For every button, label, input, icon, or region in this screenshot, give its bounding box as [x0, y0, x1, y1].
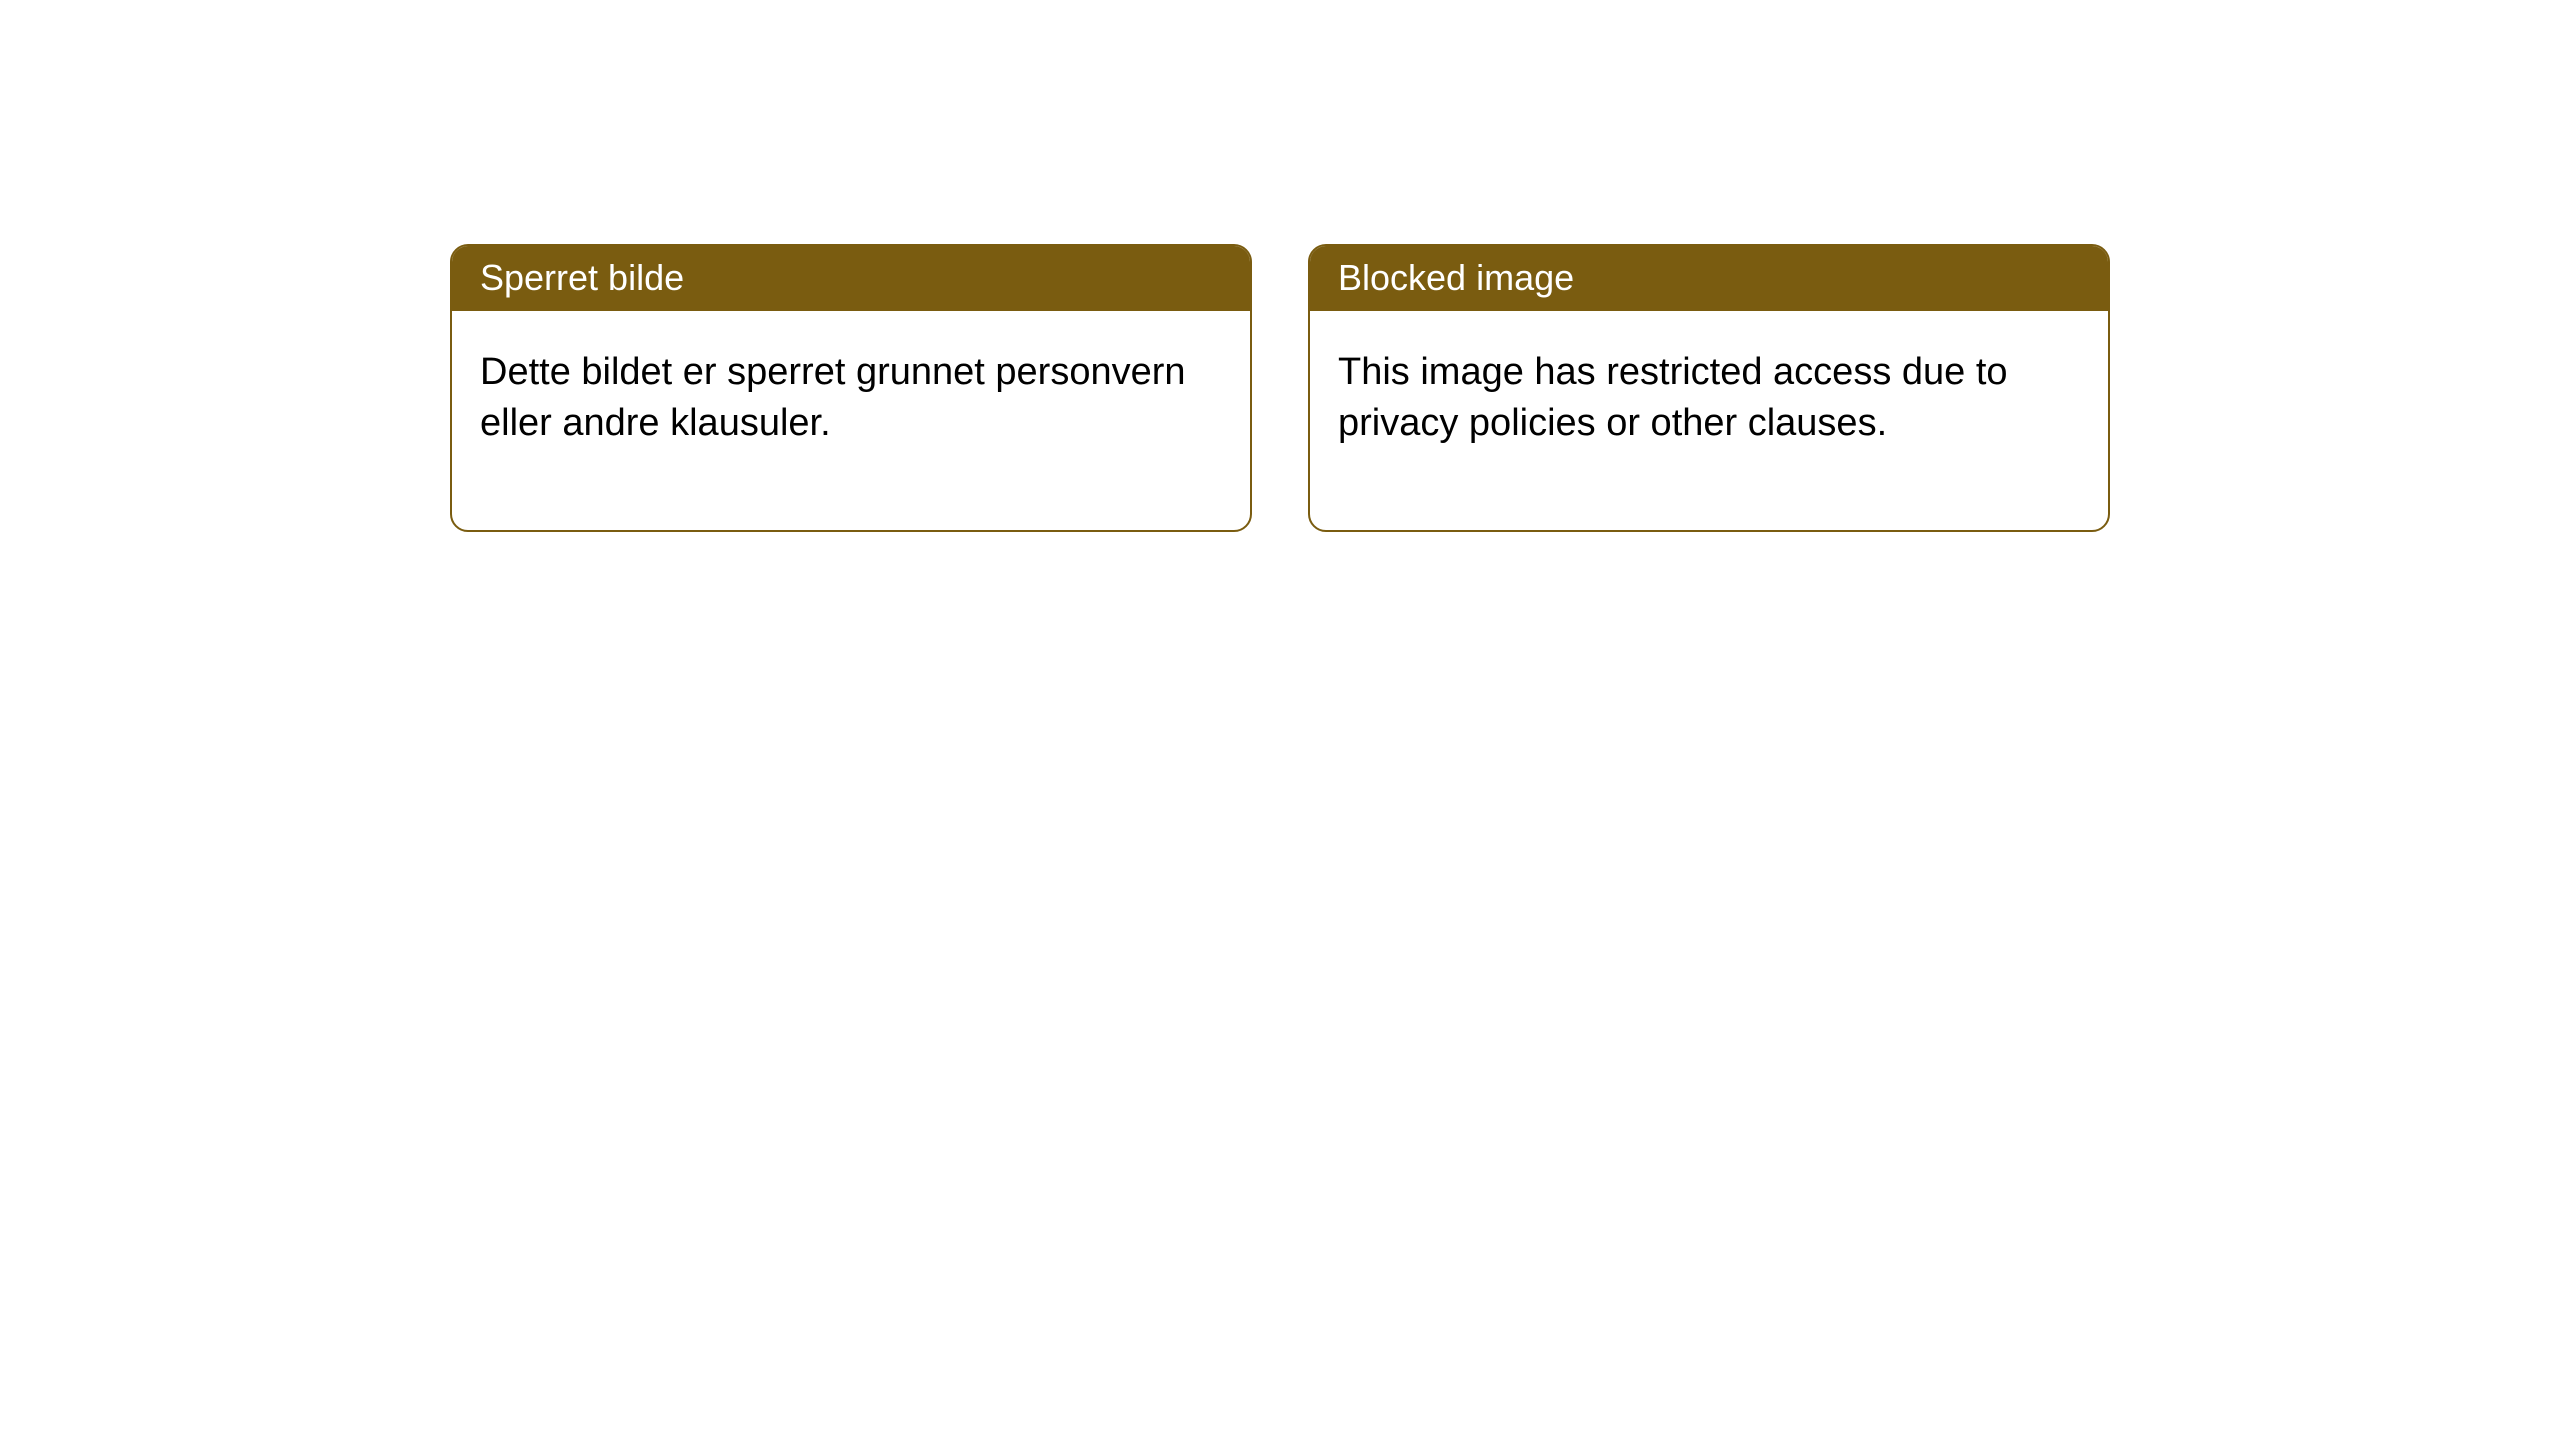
notice-card-en: Blocked image This image has restricted …: [1308, 244, 2110, 532]
notice-container: Sperret bilde Dette bildet er sperret gr…: [0, 0, 2560, 532]
card-title-en: Blocked image: [1338, 257, 1574, 298]
notice-card-no: Sperret bilde Dette bildet er sperret gr…: [450, 244, 1252, 532]
card-title-no: Sperret bilde: [480, 257, 684, 298]
card-body-no: Dette bildet er sperret grunnet personve…: [452, 311, 1250, 530]
card-body-en: This image has restricted access due to …: [1310, 311, 2108, 530]
card-text-en: This image has restricted access due to …: [1338, 351, 2008, 444]
card-text-no: Dette bildet er sperret grunnet personve…: [480, 351, 1186, 444]
card-header-en: Blocked image: [1310, 246, 2108, 311]
card-header-no: Sperret bilde: [452, 246, 1250, 311]
